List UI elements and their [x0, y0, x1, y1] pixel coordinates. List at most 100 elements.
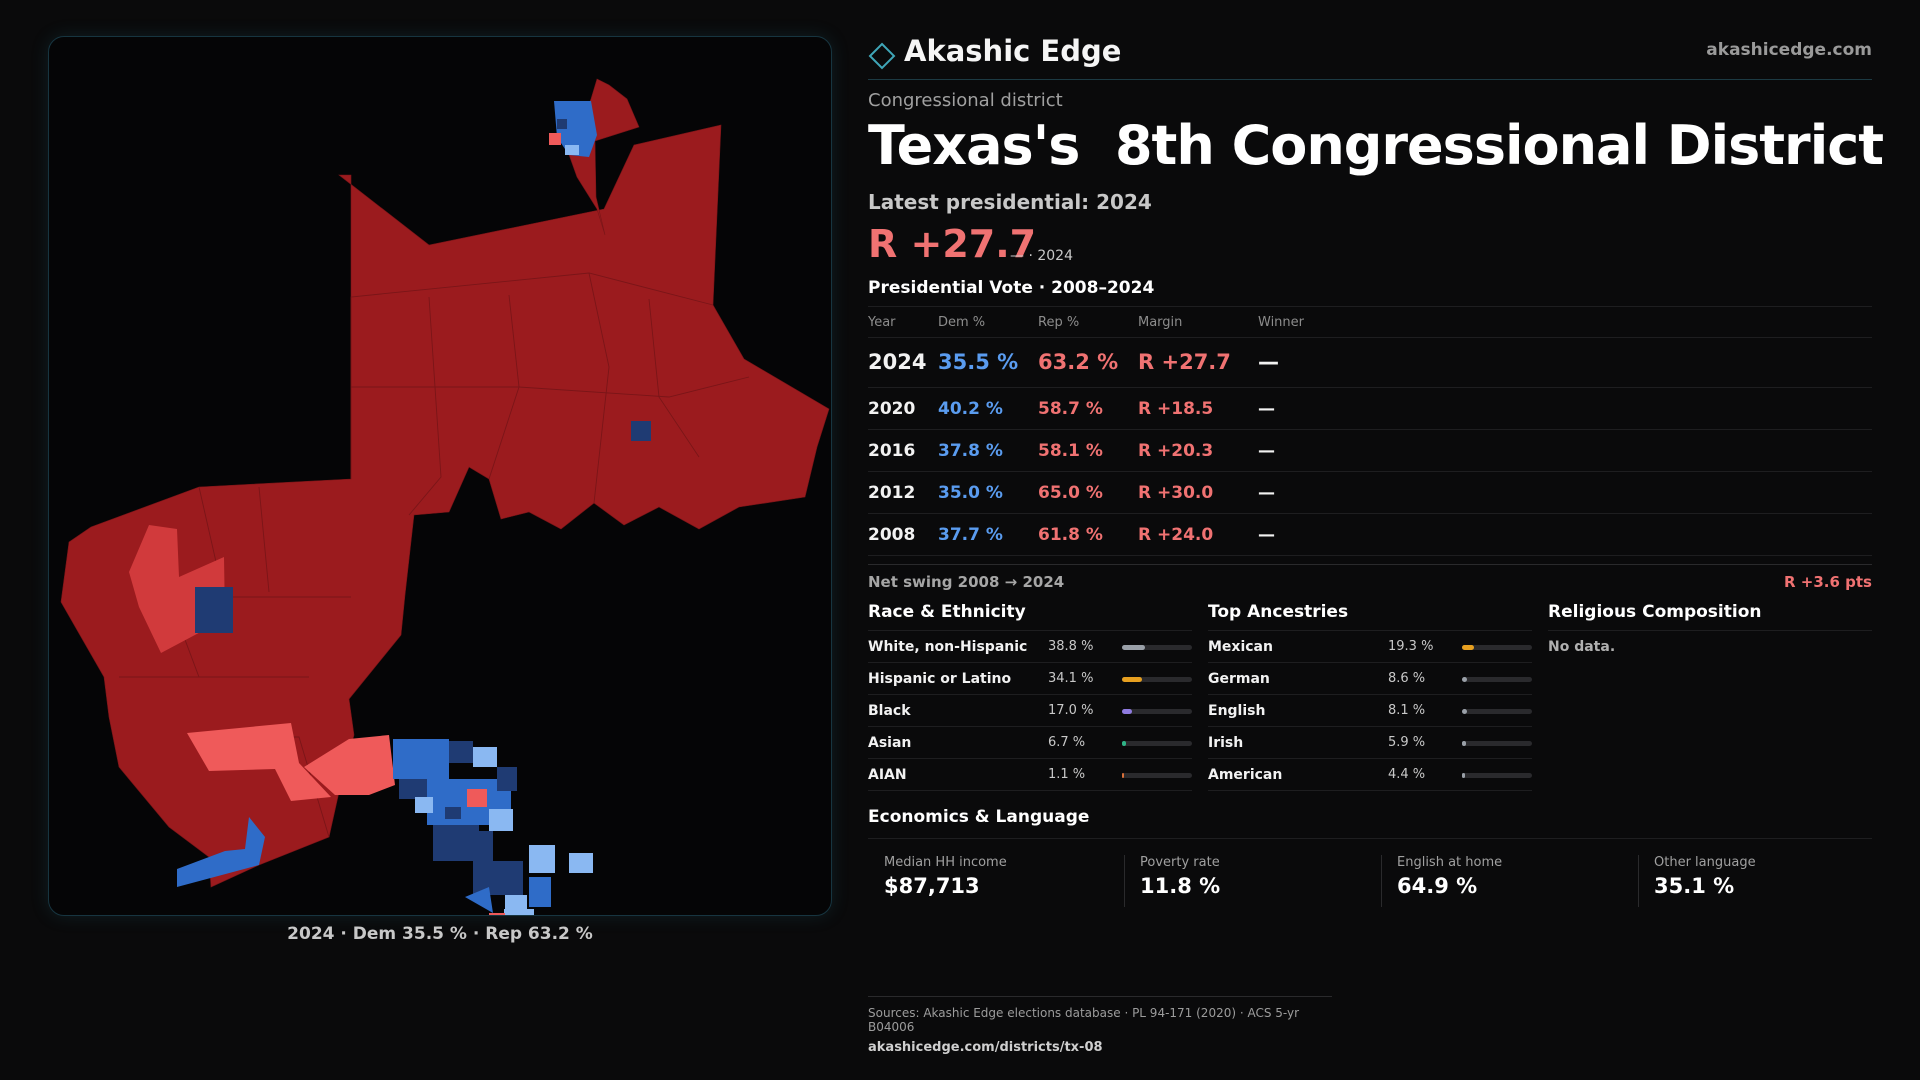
ancestry-pct: 8.6 % — [1388, 671, 1426, 686]
row-year: 2016 — [868, 441, 916, 461]
map-region-southeast-light[interactable] — [304, 735, 395, 795]
table-row: 2016 37.8 % 58.1 % R +20.3 — — [868, 430, 1872, 472]
district-map[interactable] — [48, 36, 832, 916]
row-rep: 65.0 % — [1038, 483, 1103, 503]
race-pct: 34.1 % — [1048, 671, 1094, 686]
header-winner: Winner — [1258, 315, 1305, 330]
row-year: 2024 — [868, 350, 927, 374]
row-winner: — — [1258, 483, 1275, 503]
row-dem: 35.0 % — [938, 483, 1003, 503]
race-row: White, non-Hispanic 38.8 % — [868, 630, 1192, 662]
ancestry-row: American 4.4 % — [1208, 758, 1532, 790]
race-row: Black 17.0 % — [868, 694, 1192, 726]
ancestry-row: Mexican 19.3 % — [1208, 630, 1532, 662]
ancestry-bar-fill — [1462, 645, 1474, 650]
religion-title: Religious Composition — [1548, 602, 1762, 622]
race-pct: 6.7 % — [1048, 735, 1086, 750]
header-dem: Dem % — [938, 315, 986, 330]
ancestry-label: English — [1208, 703, 1266, 719]
page-title: Texas's 8th Congressional District — [868, 114, 1884, 177]
row-margin: R +30.0 — [1138, 483, 1214, 503]
race-bar-fill — [1122, 677, 1143, 682]
row-year: 2020 — [868, 399, 916, 419]
race-bar-track — [1122, 773, 1192, 778]
table-row: 2008 37.7 % 61.8 % R +24.0 — — [868, 514, 1872, 556]
map-region-main[interactable] — [60, 124, 830, 888]
econ-label: Poverty rate — [1140, 855, 1220, 870]
ancestry-pct: 5.9 % — [1388, 735, 1426, 750]
header-year: Year — [868, 315, 896, 330]
footer-sources: Sources: Akashic Edge elections database… — [868, 1006, 1300, 1034]
district-type-label: Congressional district — [868, 90, 1063, 111]
econ-card-poverty: Poverty rate 11.8 % — [1124, 855, 1220, 907]
econ-value: 35.1 % — [1654, 874, 1735, 898]
race-row: Asian 6.7 % — [868, 726, 1192, 758]
map-region-north-dem[interactable] — [549, 101, 597, 157]
net-swing: Net swing 2008 → 2024 R +3.6 pts — [868, 564, 1872, 591]
ancestry-title: Top Ancestries — [1208, 602, 1349, 622]
footer-url[interactable]: akashicedge.com/districts/tx-08 — [868, 1040, 1103, 1055]
ancestry-bar-fill — [1462, 773, 1465, 778]
district-map-svg — [60, 78, 830, 916]
economics-row: Median HH income $87,713 Poverty rate 11… — [868, 838, 1872, 908]
map-region-south-light[interactable] — [187, 723, 331, 801]
econ-value: 64.9 % — [1397, 874, 1478, 898]
econ-label: Median HH income — [884, 855, 1007, 870]
row-rep: 61.8 % — [1038, 525, 1103, 545]
ancestry-pct: 8.1 % — [1388, 703, 1426, 718]
religion-panel: No data. — [1548, 630, 1872, 655]
race-list: White, non-Hispanic 38.8 % Hispanic or Lat… — [868, 630, 1192, 791]
race-pct: 1.1 % — [1048, 767, 1086, 782]
ancestry-pct: 4.4 % — [1388, 767, 1426, 782]
net-swing-label: Net swing 2008 → 2024 — [868, 573, 1065, 591]
map-region-west-dem[interactable] — [195, 587, 233, 633]
header-margin: Margin — [1138, 315, 1183, 330]
race-title: Race & Ethnicity — [868, 602, 1026, 622]
race-bar-fill — [1122, 741, 1127, 746]
map-region-southwest-dem[interactable] — [177, 817, 265, 887]
brand-url[interactable]: akashicedge.com — [1706, 40, 1872, 60]
table-row: 2012 35.0 % 65.0 % R +30.0 — — [868, 472, 1872, 514]
religion-no-data: No data. — [1548, 639, 1616, 655]
row-margin: R +24.0 — [1138, 525, 1214, 545]
race-pct: 17.0 % — [1048, 703, 1094, 718]
econ-value: $87,713 — [884, 874, 980, 898]
race-label: AIAN — [868, 767, 907, 783]
vote-table-header: Year Dem % Rep % Margin Winner — [868, 306, 1872, 338]
row-winner: — — [1258, 399, 1275, 419]
ancestry-bar-track — [1462, 709, 1532, 714]
row-rep: 58.7 % — [1038, 399, 1103, 419]
row-margin: R +18.5 — [1138, 399, 1214, 419]
brand-name[interactable]: Akashic Edge — [904, 34, 1122, 68]
ancestry-bar-track — [1462, 773, 1532, 778]
ancestry-label: Irish — [1208, 735, 1244, 751]
map-caption: 2024 · Dem 35.5 % · Rep 63.2 % — [287, 924, 593, 944]
race-bar-track — [1122, 645, 1192, 650]
map-region-southeast-dem[interactable] — [393, 739, 593, 916]
econ-card-english: English at home 64.9 % — [1381, 855, 1502, 907]
ancestry-bar-fill — [1462, 677, 1468, 682]
row-winner: — — [1258, 350, 1279, 374]
race-bar-fill — [1122, 645, 1146, 650]
table-row: 2024 35.5 % 63.2 % R +27.7 — — [868, 338, 1872, 388]
row-year: 2012 — [868, 483, 916, 503]
latest-presidential-label: Latest presidential: 2024 — [868, 190, 1152, 214]
econ-card-other-language: Other language 35.1 % — [1638, 855, 1756, 907]
ancestry-bar-fill — [1462, 709, 1467, 714]
race-label: Black — [868, 703, 911, 719]
race-label: Hispanic or Latino — [868, 671, 1012, 687]
econ-label: English at home — [1397, 855, 1503, 870]
row-winner: — — [1258, 525, 1275, 545]
race-label: White, non-Hispanic — [868, 639, 1028, 655]
map-region-center-dem[interactable] — [631, 421, 651, 441]
ancestry-row: English 8.1 % — [1208, 694, 1532, 726]
economics-title: Economics & Language — [868, 807, 1090, 827]
net-swing-value: R +3.6 pts — [1784, 573, 1872, 591]
ancestry-label: Mexican — [1208, 639, 1273, 655]
econ-label: Other language — [1654, 855, 1756, 870]
row-dem: 40.2 % — [938, 399, 1003, 419]
row-year: 2008 — [868, 525, 916, 545]
ancestry-label: German — [1208, 671, 1270, 687]
ancestry-bar-track — [1462, 645, 1532, 650]
ancestry-bar-fill — [1462, 741, 1466, 746]
